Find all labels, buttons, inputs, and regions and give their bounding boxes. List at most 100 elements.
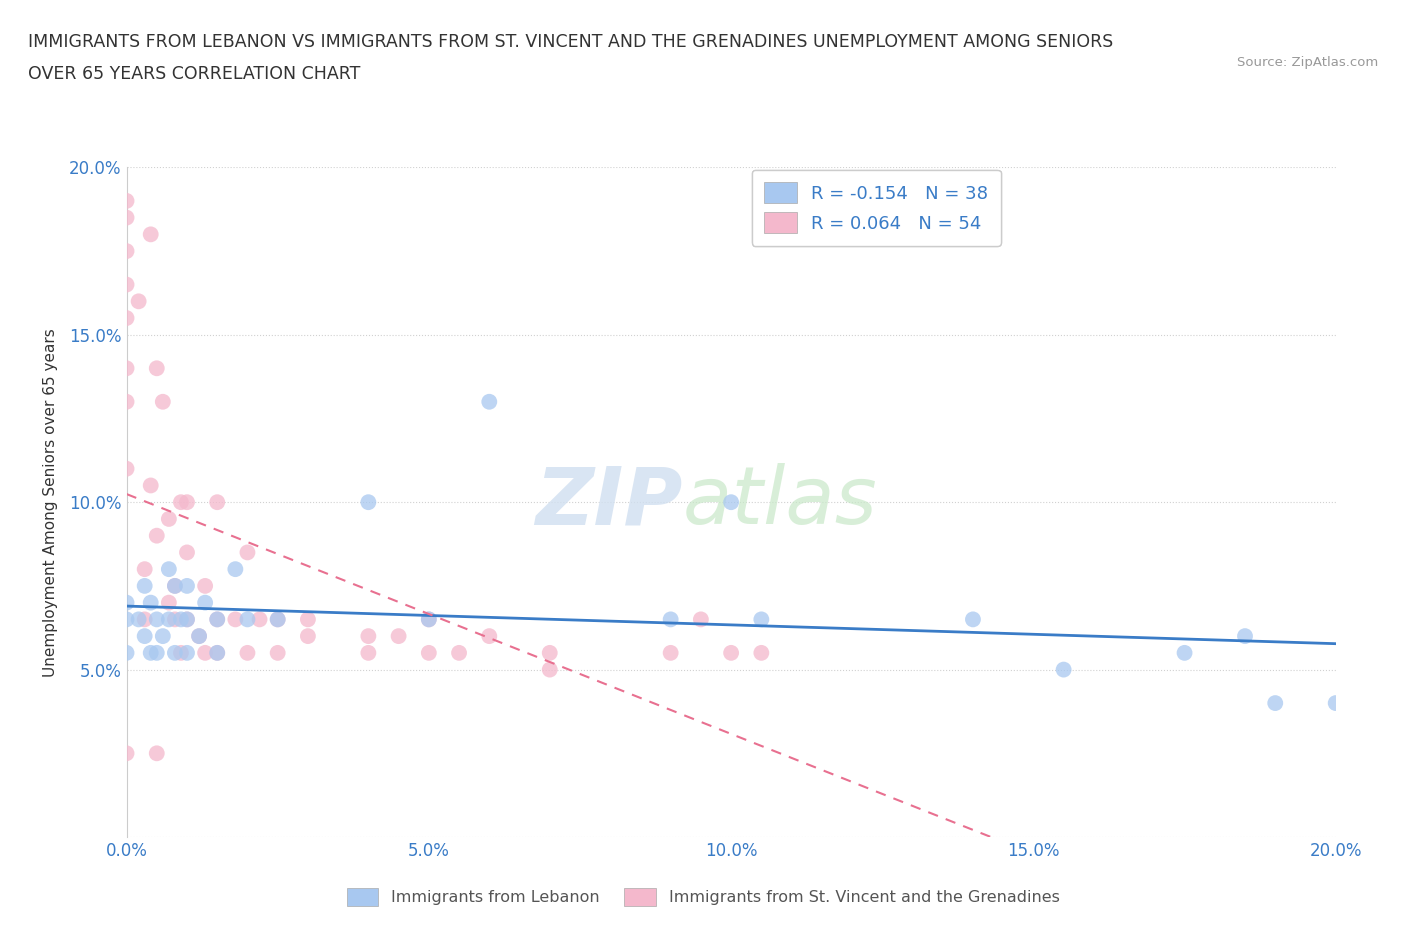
Point (170, 612, 193, 627)
Point (115, 193, 138, 208)
Point (157, 512, 180, 526)
Point (478, 629, 501, 644)
Text: Source: ZipAtlas.com: Source: ZipAtlas.com (1237, 56, 1378, 69)
Point (176, 578, 198, 593)
Point (194, 595, 217, 610)
Point (267, 612, 290, 627)
Point (205, 612, 228, 627)
Point (205, 645, 228, 660)
Point (128, 294, 150, 309)
Point (1324, 696, 1347, 711)
Point (115, 461, 138, 476)
Point (115, 612, 138, 627)
Point (134, 562, 156, 577)
Legend: Immigrants from Lebanon, Immigrants from St. Vincent and the Grenadines: Immigrants from Lebanon, Immigrants from… (340, 882, 1066, 912)
Point (357, 645, 380, 660)
Point (297, 629, 319, 644)
Point (1173, 645, 1195, 660)
Point (139, 595, 162, 610)
Point (689, 612, 711, 627)
Point (538, 645, 561, 660)
Point (139, 227, 162, 242)
Point (205, 612, 228, 627)
Point (720, 495, 742, 510)
Point (267, 612, 290, 627)
Point (176, 612, 198, 627)
Text: OVER 65 YEARS CORRELATION CHART: OVER 65 YEARS CORRELATION CHART (28, 65, 360, 83)
Point (357, 629, 380, 644)
Point (236, 612, 259, 627)
Point (418, 612, 440, 627)
Point (357, 495, 380, 510)
Point (139, 645, 162, 660)
Point (115, 244, 138, 259)
Point (115, 277, 138, 292)
Point (146, 361, 169, 376)
Point (115, 311, 138, 325)
Point (267, 645, 290, 660)
Point (418, 612, 440, 627)
Point (188, 629, 211, 644)
Point (157, 612, 180, 627)
Point (224, 562, 246, 577)
Point (224, 612, 246, 627)
Point (447, 645, 470, 660)
Point (115, 746, 138, 761)
Point (163, 645, 186, 660)
Point (205, 495, 228, 510)
Point (163, 612, 186, 627)
Point (115, 645, 138, 660)
Point (249, 612, 271, 627)
Point (962, 612, 984, 627)
Point (163, 578, 186, 593)
Point (134, 629, 156, 644)
Text: IMMIGRANTS FROM LEBANON VS IMMIGRANTS FROM ST. VINCENT AND THE GRENADINES UNEMPL: IMMIGRANTS FROM LEBANON VS IMMIGRANTS FR… (28, 33, 1114, 50)
Legend: R = -0.154   N = 38, R = 0.064   N = 54: R = -0.154 N = 38, R = 0.064 N = 54 (752, 170, 1001, 246)
Point (115, 394, 138, 409)
Text: atlas: atlas (683, 463, 877, 541)
Point (236, 545, 259, 560)
Point (176, 612, 198, 627)
Point (176, 495, 198, 510)
Point (194, 645, 217, 660)
Point (478, 394, 501, 409)
Point (115, 361, 138, 376)
Point (1234, 629, 1257, 644)
Point (188, 629, 211, 644)
Point (1053, 662, 1076, 677)
Point (418, 645, 440, 660)
Point (157, 595, 180, 610)
Point (152, 629, 174, 644)
Point (170, 495, 193, 510)
Point (139, 478, 162, 493)
Point (134, 578, 156, 593)
Point (146, 645, 169, 660)
Point (194, 578, 217, 593)
Point (146, 528, 169, 543)
Point (176, 645, 198, 660)
Point (297, 612, 319, 627)
Point (128, 612, 150, 627)
Text: ZIP: ZIP (536, 463, 683, 541)
Point (115, 595, 138, 610)
Point (751, 645, 773, 660)
Point (146, 746, 169, 761)
Point (236, 645, 259, 660)
Point (146, 612, 169, 627)
Point (176, 545, 198, 560)
Point (152, 394, 174, 409)
Point (115, 210, 138, 225)
Point (388, 629, 411, 644)
Point (205, 645, 228, 660)
Point (157, 562, 180, 577)
Point (538, 662, 561, 677)
Y-axis label: Unemployment Among Seniors over 65 years: Unemployment Among Seniors over 65 years (44, 328, 58, 677)
Point (659, 612, 682, 627)
Point (134, 612, 156, 627)
Point (163, 578, 186, 593)
Point (659, 645, 682, 660)
Point (170, 645, 193, 660)
Point (720, 645, 742, 660)
Point (1264, 696, 1286, 711)
Point (751, 612, 773, 627)
